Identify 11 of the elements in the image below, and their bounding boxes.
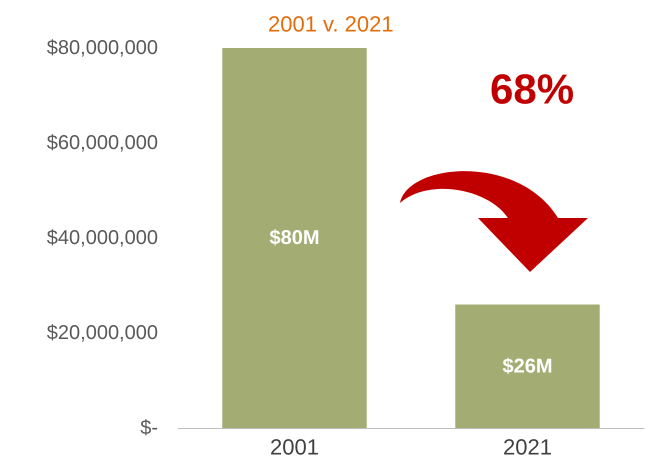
x-tick-label: 2001 (270, 434, 319, 460)
data-label: $80M (269, 227, 320, 249)
y-tick-label: $80,000,000 (46, 37, 158, 59)
y-tick-label: $60,000,000 (46, 132, 158, 154)
data-label: $26M (502, 355, 553, 378)
annotation: 68% (490, 66, 574, 112)
y-tick-label: $- (140, 417, 158, 439)
y-tick-label: $20,000,000 (46, 322, 158, 344)
y-tick-label: $40,000,000 (46, 227, 158, 249)
chart-title: 2001 v. 2021 (268, 12, 394, 36)
x-tick-label: 2021 (503, 434, 552, 460)
